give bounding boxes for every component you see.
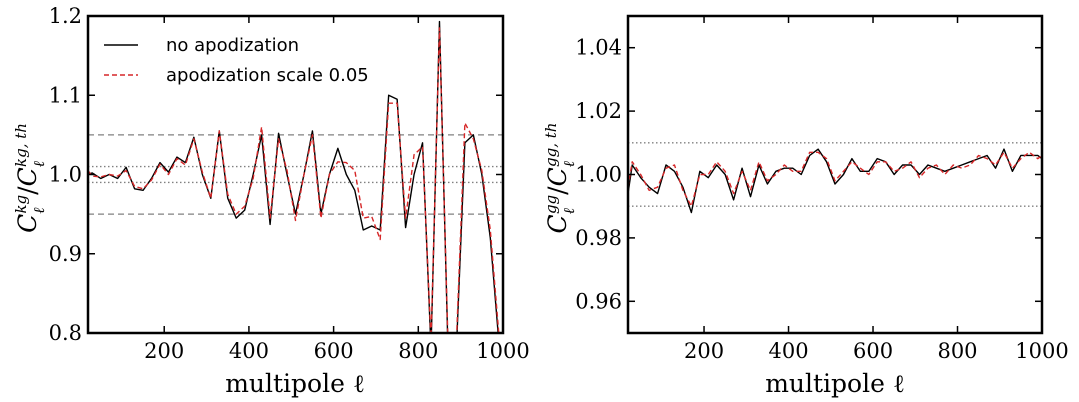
kg-ytick-label-2: 1.0 (49, 163, 82, 187)
chart-kg: 200 400 600 800 1000 0.8 0.9 1.0 1.1 1.2 multipol… (12, 4, 530, 398)
kg-series-group (88, 20, 503, 333)
kg-xtick-label-200: 200 (144, 339, 184, 363)
kg-ytick-label-0: 0.8 (49, 321, 82, 345)
gg-series-group (628, 148, 1042, 214)
gg-ticks: 200 400 600 800 1000 0.96 0.98 1.00 1.02 1.04 (575, 16, 1069, 363)
kg-y-axis-label: Cℓkg/Cℓkg, th (12, 123, 48, 233)
kg-xtick-label-600: 600 (314, 339, 354, 363)
gg-xtick-label-200: 200 (684, 339, 724, 363)
kg-x-axis-label: multipole ℓ (225, 369, 365, 398)
gg-xtick-label-400: 400 (768, 339, 808, 363)
kg-reference-lines (88, 134, 503, 215)
gg-reference-lines (628, 142, 1042, 207)
gg-y-axis-label: Cℓgg/Cℓgg, th (542, 123, 578, 234)
legend-label-no-apodization: no apodization (166, 35, 299, 56)
gg-ytick-label-1: 0.98 (575, 226, 622, 250)
kg-ytick-label-1: 0.9 (49, 242, 82, 266)
kg-xtick-label-400: 400 (229, 339, 269, 363)
kg-ticks: 200 400 600 800 1000 0.8 0.9 1.0 1.1 1.2 (49, 4, 530, 363)
gg-xtick-label-1000: 1000 (1015, 339, 1068, 363)
kg-ytick-label-3: 1.1 (49, 83, 82, 107)
kg-xtick-label-800: 800 (398, 339, 438, 363)
gg-ytick-label-2: 1.00 (575, 163, 622, 187)
gg-xtick-label-800: 800 (937, 339, 977, 363)
gg-x-axis-label: multipole ℓ (765, 369, 905, 398)
legend-label-apodization: apodization scale 0.05 (166, 65, 369, 86)
gg-ytick-label-0: 0.96 (575, 289, 622, 313)
gg-xtick-label-600: 600 (853, 339, 893, 363)
chart-gg: 200 400 600 800 1000 0.96 0.98 1.00 1.02 1.04 mul… (542, 14, 1069, 398)
gg-plot-frame (626, 14, 1044, 335)
kg-ytick-label-4: 1.2 (49, 4, 82, 28)
gg-series-line-no-apodization (628, 148, 1042, 214)
gg-ytick-label-3: 1.02 (575, 99, 622, 123)
gg-series-line-apodization (628, 151, 1042, 207)
kg-legend: no apodization apodization scale 0.05 (104, 35, 369, 86)
kg-series-line-apodization (88, 27, 503, 333)
gg-ytick-label-4: 1.04 (575, 36, 622, 60)
kg-xtick-label-1000: 1000 (476, 339, 529, 363)
